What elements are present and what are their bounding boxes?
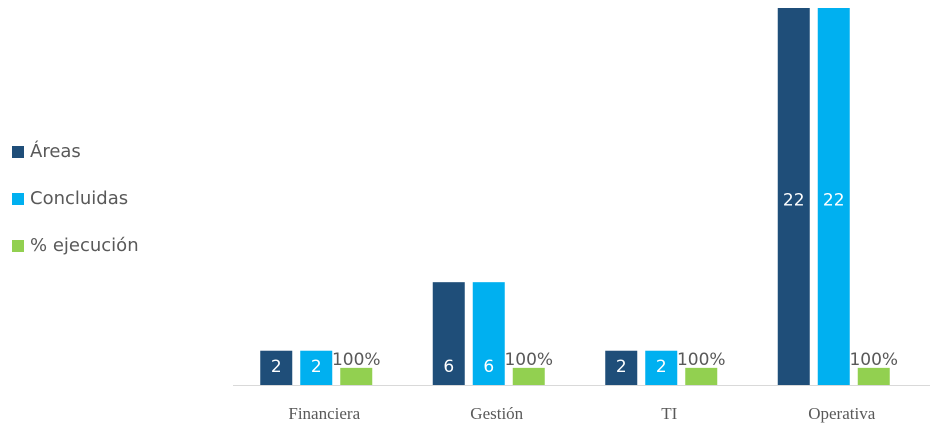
x-tick-label: Financiera — [288, 404, 360, 423]
bar — [605, 350, 638, 385]
bar — [645, 350, 678, 385]
x-tick-label: TI — [661, 404, 677, 423]
legend-swatch — [12, 193, 24, 205]
data-label: 100% — [332, 350, 381, 370]
bar — [300, 350, 333, 385]
data-label: 22 — [823, 191, 845, 211]
legend-swatch — [12, 146, 24, 158]
data-label: 2 — [616, 357, 627, 377]
data-label: 6 — [443, 357, 454, 377]
data-label: 2 — [271, 357, 282, 377]
bar — [260, 350, 293, 385]
legend-label: Concluidas — [30, 188, 128, 209]
bar — [685, 367, 718, 385]
bar — [512, 367, 545, 385]
bar — [857, 367, 890, 385]
x-tick-label: Gestión — [470, 404, 523, 423]
bar — [340, 367, 373, 385]
data-label: 22 — [783, 191, 805, 211]
data-label: 100% — [849, 350, 898, 370]
data-label: 100% — [677, 350, 726, 370]
data-label: 100% — [504, 350, 553, 370]
legend-swatch — [12, 240, 24, 252]
legend-label: % ejecución — [30, 235, 139, 256]
legend-label: Áreas — [30, 140, 81, 162]
bar — [817, 8, 850, 385]
data-label: 2 — [656, 357, 667, 377]
data-label: 2 — [311, 357, 322, 377]
x-tick-label: Operativa — [808, 404, 875, 423]
data-label: 6 — [483, 357, 494, 377]
bar — [432, 282, 465, 385]
bar — [777, 8, 810, 385]
bar — [472, 282, 505, 385]
